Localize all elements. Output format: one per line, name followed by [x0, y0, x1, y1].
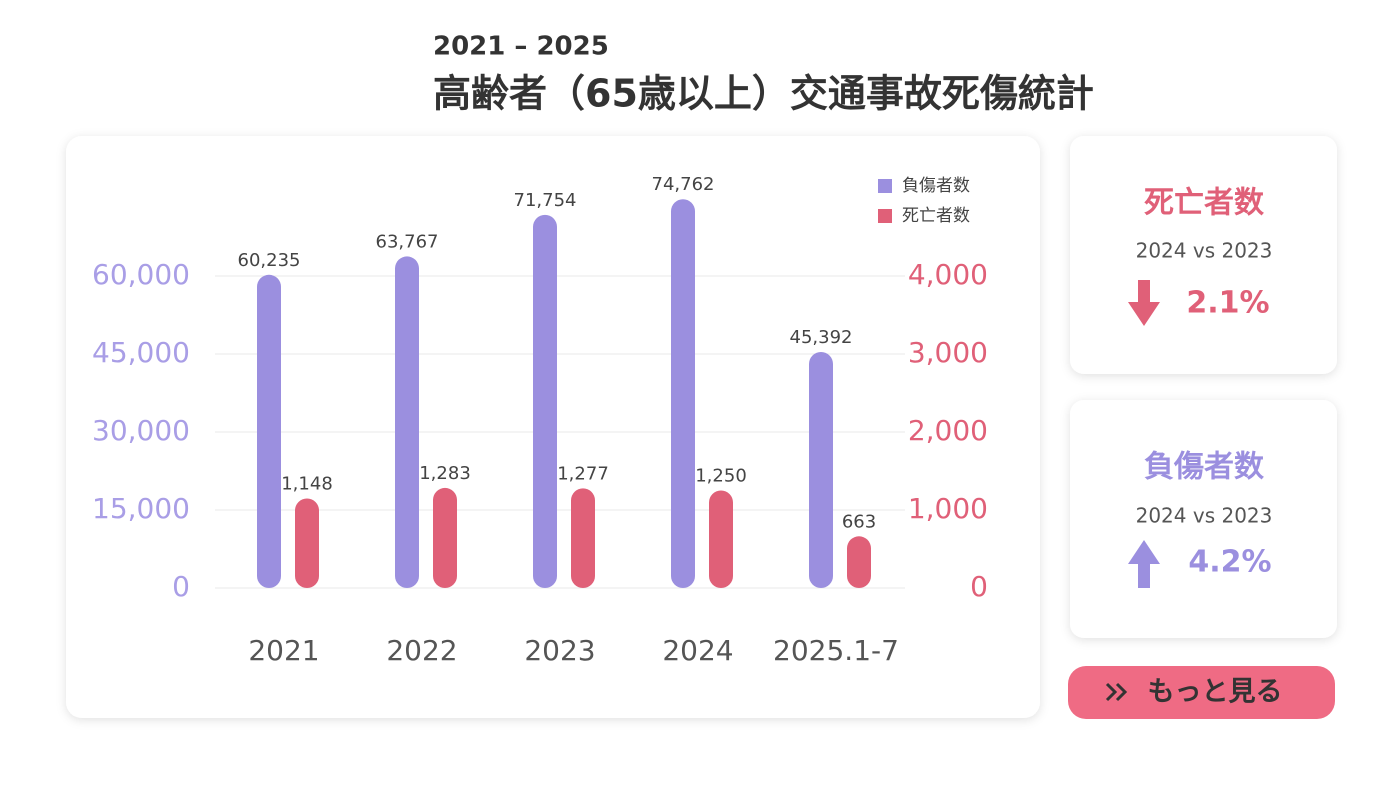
value-label: 1,148 — [281, 473, 333, 494]
y2-tick-label: 0 — [970, 570, 988, 603]
bar — [433, 487, 457, 588]
legend-swatch — [878, 179, 892, 193]
bar — [295, 498, 319, 588]
down-arrow — [1128, 280, 1160, 326]
x-tick-label: 2021 — [248, 634, 319, 667]
card-change: 4.2% — [1188, 545, 1271, 580]
bar — [395, 256, 419, 588]
y2-tick-label: 4,000 — [908, 258, 988, 291]
more-button[interactable]: もっと見る — [1068, 666, 1335, 719]
card-title: 死亡者数 — [1144, 186, 1265, 221]
card-change: 2.1% — [1186, 286, 1269, 321]
card-title: 負傷者数 — [1144, 450, 1265, 485]
y2-tick-label: 3,000 — [908, 336, 988, 369]
legend-label: 負傷者数 — [902, 176, 970, 196]
y-tick-label: 15,000 — [92, 492, 190, 525]
button-bg[interactable] — [1068, 666, 1335, 719]
y-tick-label: 0 — [172, 570, 190, 603]
bar — [671, 199, 695, 588]
stat-card — [1070, 400, 1337, 638]
x-tick-label: 2025.1-7 — [773, 634, 899, 667]
x-tick-label: 2022 — [386, 634, 457, 667]
y-tick-label: 45,000 — [92, 336, 190, 369]
bar — [533, 214, 557, 588]
card-compare: 2024 vs 2023 — [1136, 239, 1273, 263]
value-label: 1,277 — [557, 463, 609, 484]
legend-swatch — [878, 209, 892, 223]
bar — [709, 490, 733, 588]
x-tick-label: 2024 — [662, 634, 733, 667]
value-label: 1,250 — [695, 466, 747, 487]
bar — [809, 351, 833, 588]
value-label: 71,754 — [514, 190, 577, 211]
value-label: 663 — [842, 511, 876, 532]
chart-title: 高齢者（65歳以上）交通事故死傷統計 — [433, 72, 1094, 116]
legend-label: 死亡者数 — [902, 206, 970, 226]
value-label: 45,392 — [790, 327, 853, 348]
y-tick-label: 30,000 — [92, 414, 190, 447]
bar — [257, 274, 281, 588]
value-label: 1,283 — [419, 463, 471, 484]
card-compare: 2024 vs 2023 — [1136, 504, 1273, 528]
value-label: 63,767 — [376, 231, 439, 252]
up-arrow — [1128, 540, 1160, 588]
subtitle: 2021 – 2025 — [433, 32, 609, 62]
y-tick-label: 60,000 — [92, 258, 190, 291]
bar — [847, 536, 871, 588]
x-tick-label: 2023 — [524, 634, 595, 667]
y2-tick-label: 1,000 — [908, 492, 988, 525]
y2-tick-label: 2,000 — [908, 414, 988, 447]
value-label: 60,235 — [238, 250, 301, 271]
button-icon[interactable] — [1105, 682, 1128, 702]
value-label: 74,762 — [652, 174, 715, 195]
button-label[interactable]: もっと見る — [1148, 677, 1283, 708]
bar — [571, 488, 595, 588]
